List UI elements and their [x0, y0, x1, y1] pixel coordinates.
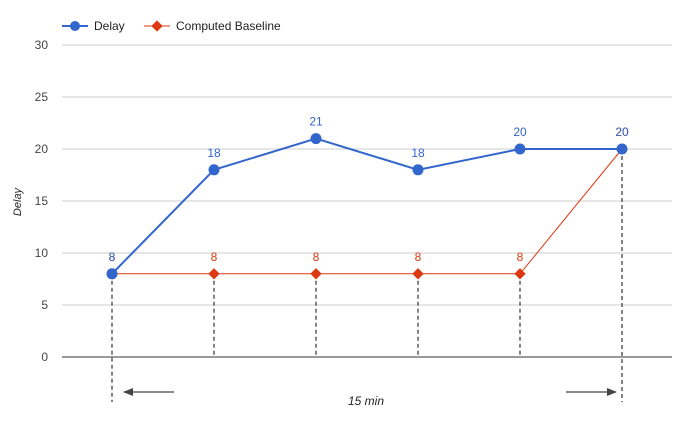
- point-delay-1[interactable]: [106, 268, 118, 280]
- point-delay-4[interactable]: [412, 164, 424, 176]
- gridlines: [62, 44, 672, 358]
- series-line-baseline: [112, 148, 623, 275]
- legend-item-baseline[interactable]: Computed Baseline: [144, 19, 281, 33]
- data-label-delay-6: 20: [615, 125, 629, 139]
- data-label-baseline-3: 8: [313, 250, 320, 264]
- legend-label-delay: Delay: [94, 19, 125, 33]
- y-tick-label-5: 5: [41, 298, 48, 312]
- y-tick-label-0: 0: [41, 350, 48, 364]
- point-delay-6[interactable]: [616, 143, 628, 155]
- drop-lines: [111, 149, 623, 402]
- duration-annotation: 15 min: [123, 388, 617, 408]
- duration-label: 15 min: [348, 394, 384, 408]
- data-label-baseline-1: 8: [109, 250, 116, 264]
- y-tick-label-10: 10: [35, 246, 49, 260]
- data-label-baseline-6: 20: [615, 125, 629, 139]
- data-label-delay-4: 18: [411, 146, 425, 160]
- y-axis-title: Delay: [12, 186, 24, 216]
- y-tick-label-30: 30: [35, 38, 49, 52]
- data-label-baseline-5: 8: [517, 250, 524, 264]
- data-label-delay-2: 18: [207, 146, 221, 160]
- series-line-delay: [111, 137, 622, 275]
- data-label-delay-3: 21: [309, 115, 323, 129]
- legend-marker-baseline: [151, 20, 163, 32]
- legend-marker-delay: [70, 21, 80, 31]
- data-label-baseline-4: 8: [415, 250, 422, 264]
- data-label-baseline-2: 8: [211, 250, 218, 264]
- legend: Delay Computed Baseline: [62, 19, 281, 33]
- point-baseline-4[interactable]: [412, 268, 424, 280]
- point-delay-3[interactable]: [310, 133, 322, 145]
- series: [106, 133, 628, 280]
- point-baseline-2[interactable]: [208, 268, 220, 280]
- legend-item-delay[interactable]: Delay: [62, 19, 125, 33]
- y-tick-label-20: 20: [35, 142, 49, 156]
- data-label-delay-5: 20: [513, 125, 527, 139]
- y-axis-ticks: 0 5 10 15 20 25 30: [35, 38, 49, 364]
- point-baseline-3[interactable]: [310, 268, 322, 280]
- data-label-delay-1: 8: [109, 250, 116, 264]
- y-tick-label-15: 15: [35, 194, 49, 208]
- legend-label-baseline: Computed Baseline: [176, 19, 281, 33]
- point-baseline-5[interactable]: [514, 268, 526, 280]
- point-delay-2[interactable]: [208, 164, 220, 176]
- y-tick-label-25: 25: [35, 90, 49, 104]
- point-delay-5[interactable]: [514, 143, 526, 155]
